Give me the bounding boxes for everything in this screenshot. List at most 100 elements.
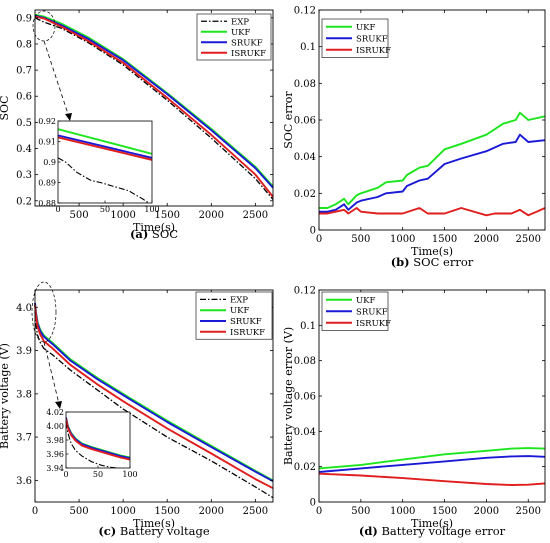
series-line-ukf	[318, 447, 546, 470]
inset-x-tick-label: 0	[55, 205, 60, 214]
legend-label-isrukf: ISRUKF	[356, 319, 391, 329]
y-tick-label: 0.8	[16, 39, 32, 50]
y-axis-label: Battery voltage (V)	[0, 343, 11, 449]
legend-label-isrukf: ISRUKF	[356, 46, 391, 56]
zoom-leader-arrowhead	[55, 401, 62, 409]
inset-series-line-exp	[66, 422, 123, 468]
series-lines	[34, 302, 274, 499]
x-tick-label: 1500	[432, 506, 457, 517]
caption-text: Battery voltage error	[378, 524, 506, 538]
inset-y-tick-label: 4.02	[46, 408, 64, 417]
y-tick-label: 3.6	[16, 476, 32, 487]
x-tick-label: 1000	[390, 234, 415, 245]
x-tick-label: 1500	[432, 234, 457, 245]
series-line-srukf	[318, 455, 546, 473]
panel-a: 500 1000 1500 2000 25000.20.30.40.50.60.70.8…	[0, 9, 274, 241]
caption-tag: (d)	[359, 524, 378, 538]
zoom-leader-arrowhead	[65, 113, 72, 121]
series-lines	[34, 13, 274, 200]
inset-y-tick-label: 4.00	[46, 422, 64, 431]
y-tick-label: 0.4	[16, 144, 32, 155]
x-tick-label: 500	[70, 210, 89, 221]
plot-frame	[34, 289, 274, 503]
inset-series-line-srukf	[58, 134, 152, 159]
x-tick-label: 2500	[516, 234, 541, 245]
legend-label-ukf: UKF	[230, 306, 250, 316]
y-tick-label: 0.3	[16, 170, 32, 181]
y-tick-label: 0.04	[294, 427, 316, 438]
legend-label-ukf: UKF	[356, 296, 376, 306]
y-tick-label: 0	[310, 498, 316, 509]
y-tick-label: 0.04	[294, 152, 316, 163]
y-tick-label: 3.9	[16, 346, 32, 357]
series-line-exp	[34, 17, 274, 200]
x-tick-label: 500	[351, 506, 370, 517]
y-tick-label: 0.06	[294, 116, 316, 127]
inset-y-tick-label: 0.89	[38, 179, 56, 188]
series-line-srukf	[319, 133, 546, 213]
y-axis-label: SOC	[0, 96, 11, 121]
legend-label-ukf: UKF	[356, 23, 376, 33]
panel-caption: (c) Battery voltage	[98, 524, 209, 538]
caption-tag: (a)	[130, 227, 148, 241]
y-tick-label: 0.08	[294, 79, 316, 90]
inset-series-line-isrukf	[66, 418, 130, 461]
x-tick-label: 1500	[154, 506, 179, 517]
y-tick-label: 0.2	[16, 196, 32, 207]
legend-label-exp: EXP	[230, 295, 248, 305]
y-tick-label: 0.06	[294, 392, 316, 403]
x-axis-label: Time(s)	[133, 517, 175, 530]
y-tick-label: 0.1	[300, 321, 316, 332]
panel-caption: (b) SOC error	[391, 255, 474, 269]
legend-label-srukf: SRUKF	[230, 317, 262, 327]
series-line-isrukf	[319, 207, 546, 217]
inset-y-tick-label: 0.92	[38, 117, 56, 126]
caption-tag: (c)	[98, 524, 116, 538]
y-tick-label: 0.5	[16, 118, 32, 129]
panel-caption: (a) SOC	[130, 227, 178, 241]
y-axis-label: SOC error	[282, 91, 295, 149]
inset: 0 50 100 0.88 0.89 0.9 0.91 0.92	[38, 117, 159, 214]
x-tick-label: 0	[32, 506, 38, 517]
x-tick-label: 500	[70, 506, 89, 517]
inset-x-tick-label: 50	[93, 470, 103, 479]
inset-y-tick-label: 3.98	[46, 436, 64, 445]
inset-series-lines	[58, 128, 152, 203]
inset-x-tick-label: 50	[100, 205, 110, 214]
x-tick-label: 1000	[390, 506, 415, 517]
y-tick-label: 0.7	[16, 66, 32, 77]
inset-y-tick-label: 0.9	[43, 158, 56, 167]
y-tick-label: 0.1	[300, 42, 316, 53]
zoom-ellipse	[32, 10, 56, 42]
x-tick-label: 0	[316, 234, 322, 245]
inset-series-lines	[66, 417, 130, 468]
y-tick-label: 0	[310, 226, 316, 237]
legend-label-srukf: SRUKF	[356, 307, 388, 317]
y-axis-label: Battery voltage error (V)	[282, 327, 295, 465]
series-line-exp	[34, 311, 274, 499]
y-tick-label: 3.8	[16, 389, 32, 400]
y-tick-label: 0.9	[16, 13, 32, 24]
caption-text: Battery voltage	[116, 524, 210, 538]
inset-series-line-exp	[58, 157, 150, 203]
y-tick-label: 3.7	[16, 433, 32, 444]
inset-y-tick-label: 3.96	[46, 450, 64, 459]
inset-x-tick-label: 0	[63, 470, 68, 479]
series-line-isrukf	[34, 15, 274, 198]
x-tick-label: 2500	[516, 506, 541, 517]
y-tick-label: 0.12	[294, 6, 316, 17]
y-tick-label: 4.0	[16, 303, 32, 314]
x-axis-label: Time(s)	[411, 517, 453, 530]
zoom-ellipse	[31, 281, 57, 343]
y-tick-label: 0.08	[294, 356, 316, 367]
caption-tag: (b)	[391, 255, 410, 269]
panel-d: 0 500 1000 1500 2000 2500 0 0.02 0.04 0.06 0.08 0.1…	[282, 286, 546, 538]
legend-label-isrukf: ISRUKF	[230, 328, 265, 338]
inset: 0 50 100 3.94 3.96 3.98 4.00 4.02	[46, 408, 137, 479]
inset-series-line-ukf	[58, 128, 152, 155]
zoom-leader-line	[43, 341, 61, 409]
legend-label-srukf: SRUKF	[356, 34, 388, 44]
